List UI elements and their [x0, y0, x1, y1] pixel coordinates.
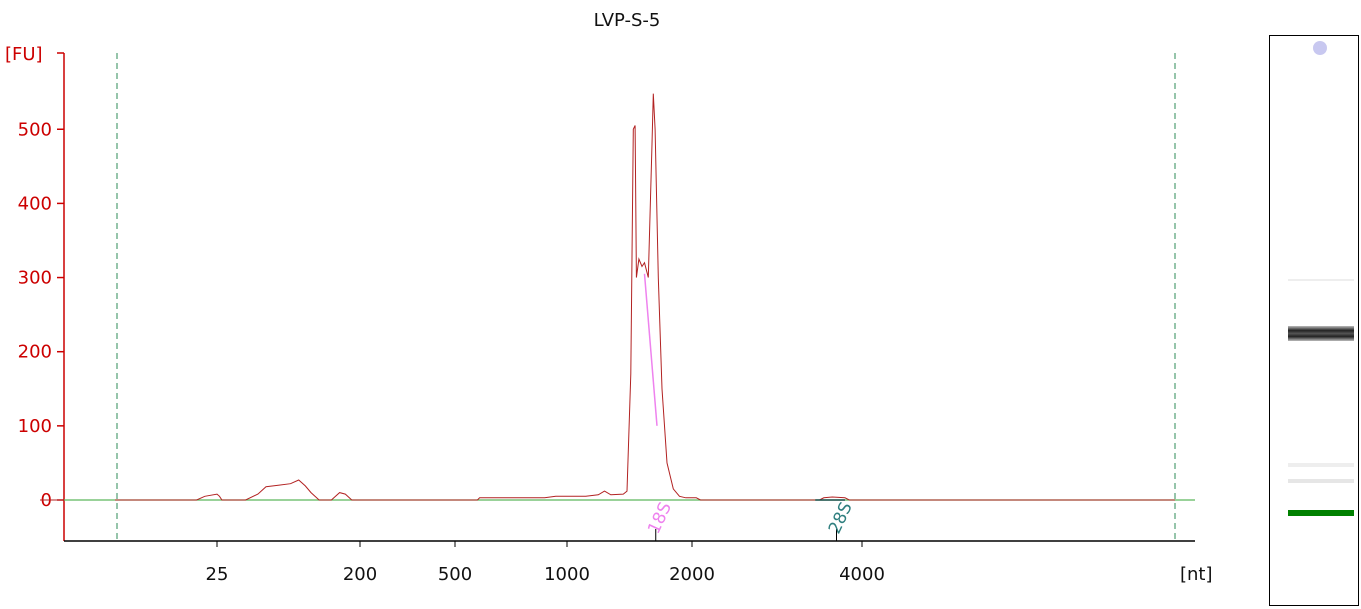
x-tick-label: 500	[438, 564, 472, 585]
grid-layer	[116, 53, 1176, 541]
gel-faint-band	[1288, 279, 1354, 281]
peak-18s-fit-line	[643, 273, 658, 426]
gel-lane-image	[1288, 41, 1354, 516]
x-axis-label: [nt]	[1180, 564, 1213, 585]
chart-title: LVP-S-5	[594, 10, 661, 31]
y-tick-label: 200	[18, 342, 52, 363]
marker-layer: 18S 28S	[644, 499, 857, 541]
peak-label: 28S	[825, 499, 857, 537]
x-tick-label: 1000	[544, 564, 590, 585]
x-tick-label: 2000	[669, 564, 715, 585]
gel-dot-icon	[1313, 41, 1327, 55]
gel-faint-band	[1288, 479, 1354, 483]
gel-faint-band	[1288, 463, 1354, 467]
x-tick-label: 200	[343, 564, 377, 585]
gel-band	[1288, 326, 1354, 341]
peak-label: 18S	[644, 499, 676, 537]
signal-trace	[115, 93, 1175, 501]
y-tick-label: 400	[18, 193, 52, 214]
x-tick-label: 25	[206, 564, 229, 585]
y-tick-label: 300	[18, 268, 52, 289]
y-tick-label: 500	[18, 119, 52, 140]
gel-lane	[1269, 35, 1359, 606]
series-layer	[40, 93, 1195, 501]
y-tick-label: 100	[18, 416, 52, 437]
y-axis-label: [FU]	[5, 44, 43, 65]
gel-marker-band	[1288, 510, 1354, 516]
x-tick-label: 4000	[839, 564, 885, 585]
